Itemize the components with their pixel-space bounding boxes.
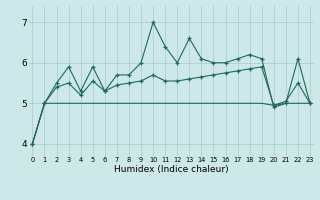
X-axis label: Humidex (Indice chaleur): Humidex (Indice chaleur) xyxy=(114,165,228,174)
